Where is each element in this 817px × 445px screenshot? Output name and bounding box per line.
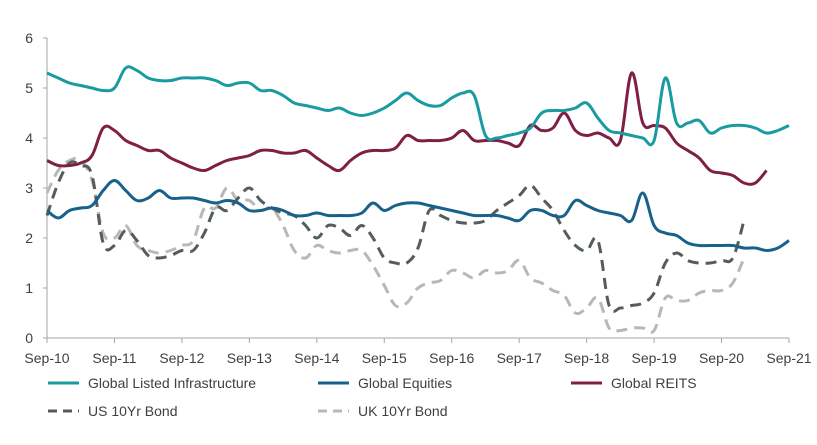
legend-label: UK 10Yr Bond (358, 403, 448, 419)
x-tick-label: Sep-20 (699, 350, 744, 366)
legend-label: US 10Yr Bond (88, 403, 178, 419)
legend-label: Global REITS (611, 375, 697, 391)
legend-item: Global Listed Infrastructure (48, 375, 256, 391)
series-line-us-10yr-bond (45, 160, 746, 314)
legend-item: Global REITS (571, 375, 697, 391)
x-tick-label: Sep-19 (632, 350, 677, 366)
legend-item: US 10Yr Bond (48, 403, 178, 419)
x-tick-label: Sep-16 (429, 350, 474, 366)
x-tick-label: Sep-11 (92, 350, 136, 366)
y-tick-label: 4 (25, 130, 33, 146)
y-tick-label: 1 (25, 280, 33, 296)
x-tick-label: Sep-10 (24, 350, 69, 366)
series-line-global-equities (46, 179, 790, 252)
series-line-uk-10yr-bond (45, 156, 746, 334)
legend-label: Global Listed Infrastructure (88, 375, 256, 391)
x-tick-label: Sep-17 (497, 350, 542, 366)
series-line-global-reits (46, 71, 768, 186)
x-tick-label: Sep-18 (564, 350, 609, 366)
x-tick-label: Sep-14 (294, 350, 339, 366)
legend: Global Listed Infrastructure Global Equit… (48, 375, 697, 419)
legend-label: Global Equities (358, 375, 452, 391)
legend-item: UK 10Yr Bond (318, 403, 448, 419)
x-tick-label: Sep-13 (227, 350, 272, 366)
x-tick-label: Sep-15 (362, 350, 407, 366)
y-tick-label: 3 (25, 180, 33, 196)
series-layer (45, 65, 790, 334)
legend-item: Global Equities (318, 375, 452, 391)
y-tick-label: 5 (25, 80, 33, 96)
x-tick-label: Sep-12 (159, 350, 204, 366)
axes-layer: 0 1 2 3 4 5 6 Sep-10 Sep-11 Sep-12 Sep-13 Sep-14 Sep… (24, 30, 811, 366)
y-tick-label: 6 (25, 30, 33, 46)
y-tick-label: 2 (25, 230, 33, 246)
x-tick-label: Sep-21 (766, 350, 811, 366)
y-tick-label: 0 (25, 330, 33, 346)
series-line-global-listed-infrastructure (46, 65, 790, 147)
